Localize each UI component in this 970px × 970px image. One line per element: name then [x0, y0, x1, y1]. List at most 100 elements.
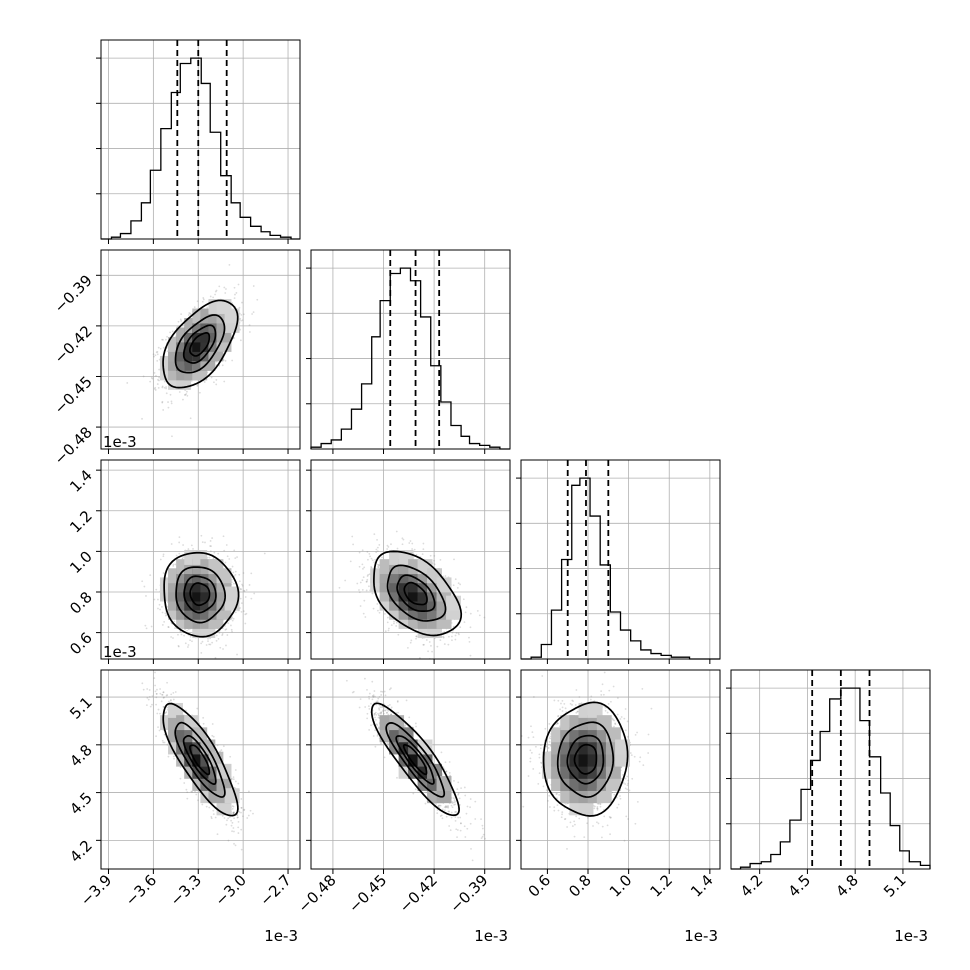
scatter-point — [238, 811, 241, 813]
scatter-point — [185, 393, 188, 395]
scatter-point — [156, 353, 159, 356]
y-tick-label: 1.0 — [66, 547, 96, 577]
scatter-point — [587, 816, 589, 819]
scatter-point — [448, 810, 451, 813]
scatter-point — [364, 677, 366, 680]
scatter-point — [240, 602, 243, 605]
scatter-point — [469, 654, 472, 657]
scatter-point — [365, 589, 368, 592]
scatter-point — [553, 806, 556, 809]
scatter-point — [450, 804, 453, 807]
scatter-point — [383, 690, 386, 693]
scatter-point — [606, 711, 609, 714]
scatter-point — [377, 714, 380, 716]
scatter-point — [167, 406, 170, 409]
scatter-point — [205, 805, 208, 808]
scatter-point — [460, 787, 463, 790]
scatter-point — [187, 644, 190, 646]
scatter-point — [158, 729, 161, 732]
scatter-point — [627, 818, 630, 820]
scatter-point — [212, 735, 215, 738]
scatter-point — [173, 620, 176, 623]
scatter-point — [184, 393, 187, 396]
scatter-point — [553, 809, 556, 812]
scatter-point — [170, 402, 173, 405]
scatter-point — [453, 779, 455, 782]
scatter-point — [163, 380, 166, 383]
scatter-point — [373, 712, 376, 715]
scatter-point — [233, 811, 235, 814]
scatter-point — [601, 825, 604, 828]
scatter-point — [469, 822, 472, 825]
scatter-point — [154, 671, 156, 674]
density-cells — [379, 715, 452, 804]
contour-0 — [373, 550, 463, 637]
scatter-point — [376, 538, 378, 541]
scatter-point — [209, 550, 212, 553]
scatter-point — [411, 542, 414, 545]
scatter-point — [252, 285, 255, 287]
scatter-point — [218, 285, 221, 288]
scatter-point — [596, 808, 599, 811]
scatter-point — [170, 693, 173, 696]
scatter-point — [619, 718, 622, 720]
scatter-point — [186, 797, 189, 800]
scatter-point — [613, 719, 616, 722]
scatter-point — [439, 639, 442, 641]
scatter-point — [437, 804, 440, 807]
scatter-point — [613, 793, 616, 796]
density-cell — [605, 776, 621, 791]
scatter-point — [179, 777, 182, 780]
contour-1 — [385, 722, 446, 798]
histogram-2 — [521, 477, 720, 660]
axes-frame — [100, 39, 301, 240]
scatter-point — [447, 805, 449, 807]
scatter-point — [377, 697, 380, 700]
scatter-point — [556, 722, 559, 725]
scatter-point — [240, 319, 242, 322]
scatter-point — [163, 741, 166, 744]
contour-2 — [182, 734, 217, 786]
scatter-point — [441, 808, 444, 811]
scatter-point — [366, 575, 369, 577]
scatter-point — [153, 387, 156, 390]
scatter-point — [242, 313, 245, 316]
scatter-point — [356, 582, 359, 585]
scatter-point — [224, 628, 227, 631]
scatter-point — [151, 377, 154, 380]
scatter-point — [244, 622, 247, 625]
scatter-point — [378, 704, 381, 707]
scatter-point — [548, 794, 551, 797]
scatter-point — [153, 598, 156, 601]
scatter-point — [366, 580, 368, 583]
scatter-point — [149, 380, 152, 383]
scatter-point — [352, 543, 355, 546]
scatter-point — [161, 401, 164, 404]
scatter-point — [208, 806, 211, 809]
scatter-point — [202, 298, 205, 301]
scatter-point — [428, 641, 431, 643]
scatter-point — [387, 743, 390, 746]
scatter-point — [142, 375, 145, 378]
scatter-point — [172, 755, 175, 758]
y-tick-label: 4.5 — [66, 789, 96, 819]
scatter-point — [381, 690, 384, 693]
scatter-point — [574, 704, 577, 706]
x-scale-label-0: 1e-3 — [264, 927, 298, 945]
scatter-point — [161, 386, 164, 389]
scatter-point — [180, 633, 183, 636]
scatter-point — [374, 716, 376, 719]
x-tick-label: −3.6 — [122, 871, 160, 909]
scatter-point — [603, 671, 606, 674]
scatter-point — [381, 556, 383, 559]
scatter-point — [237, 820, 240, 823]
scatter-point — [203, 381, 206, 383]
scatter-point — [457, 793, 460, 796]
scatter-point — [596, 807, 599, 810]
y-scale-label-1: 1e-3 — [103, 433, 137, 451]
scatter-point — [373, 714, 376, 716]
scatter-panel-3-1 — [310, 669, 511, 870]
scatter-point — [142, 688, 145, 691]
scatter-point — [613, 725, 615, 728]
scatter-point — [604, 709, 607, 712]
